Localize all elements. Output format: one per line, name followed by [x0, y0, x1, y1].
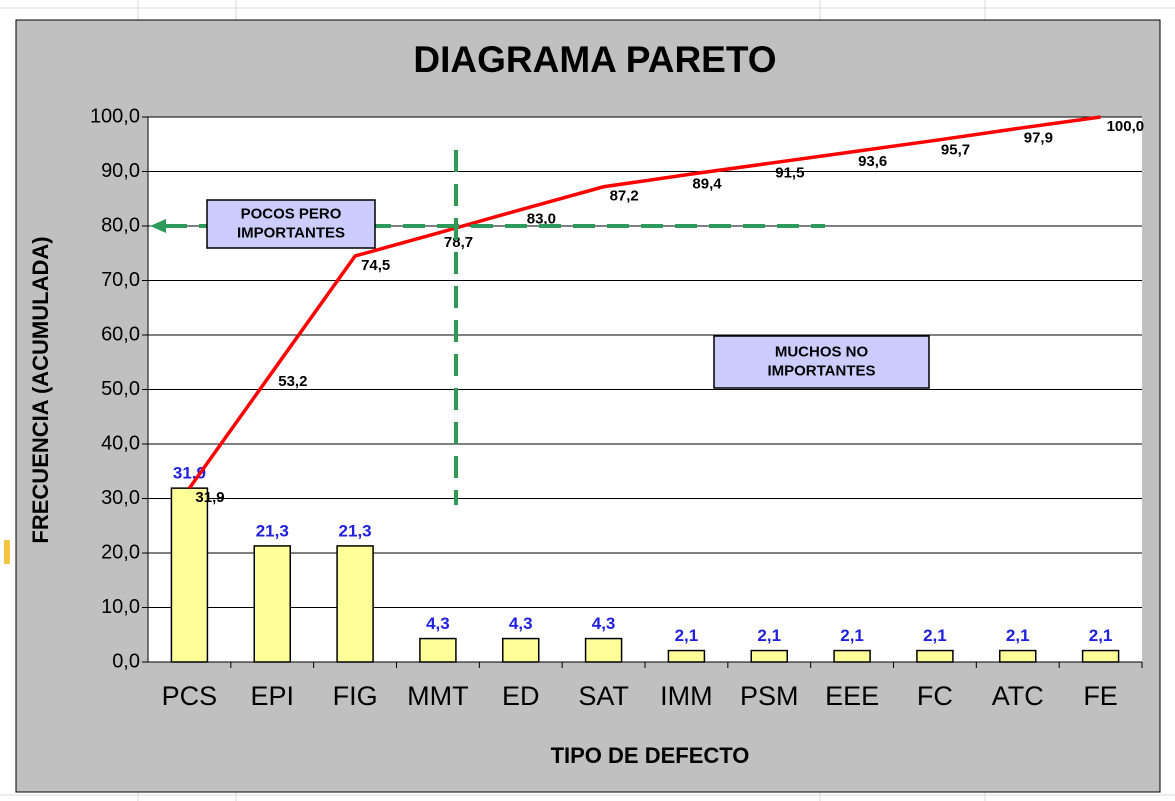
bar: [253, 545, 291, 663]
line-value-label: 87,2: [610, 188, 639, 205]
y-tick-label: 10,0: [101, 596, 140, 618]
x-tick-label: PSM: [740, 681, 799, 711]
chart-title: DIAGRAMA PARETO: [413, 39, 776, 80]
y-tick-label: 50,0: [101, 378, 140, 400]
x-axis-label: TIPO DE DEFECTO: [551, 743, 750, 768]
x-tick-label: EEE: [825, 681, 879, 711]
annotation-box: [713, 335, 930, 389]
bar-value-label: 21,3: [256, 521, 289, 540]
guide-arrow: [150, 219, 166, 233]
bar-value-label: 4,3: [426, 614, 450, 633]
bar-value-label: 2,1: [1089, 626, 1113, 645]
bar-value-label: 4,3: [592, 614, 616, 633]
x-tick-label: ED: [502, 681, 540, 711]
annotations: POCOS PERO IMPORTANTES MUCHOS NO IMPORTANTE…: [206, 199, 930, 389]
x-tick-label: EPI: [250, 681, 294, 711]
bar-value-label: 2,1: [923, 626, 947, 645]
bar: [833, 649, 871, 663]
bar: [584, 637, 623, 663]
y-axis-label: FRECUENCIA (ACUMULADA): [28, 236, 53, 543]
y-tick-label: 30,0: [101, 487, 140, 509]
x-tick-label: FC: [917, 681, 953, 711]
bar: [750, 649, 788, 663]
bar-value-label: 4,3: [509, 614, 533, 633]
annotation-text: MUCHOS NO: [775, 343, 869, 360]
y-tick-label: 90,0: [101, 160, 140, 182]
bar: [419, 637, 457, 663]
bar-value-label: 2,1: [757, 626, 781, 645]
line-value-label: 83,0: [527, 211, 556, 228]
bar: [1081, 649, 1120, 663]
x-tick-label: IMM: [660, 681, 712, 711]
x-tick-label: FE: [1083, 681, 1118, 711]
bar: [667, 649, 706, 663]
line-value-label: 74,5: [361, 257, 390, 274]
bar: [502, 637, 540, 663]
line-value-label: 95,7: [941, 141, 970, 158]
line-value-label: 97,9: [1024, 129, 1053, 146]
bar: [999, 649, 1037, 663]
y-tick-label: 100,0: [90, 105, 140, 127]
x-tick-label: SAT: [578, 681, 629, 711]
bar: [336, 545, 374, 663]
bar-value-label: 2,1: [840, 626, 864, 645]
bar-value-label: 2,1: [1006, 626, 1030, 645]
y-tick-label: 70,0: [101, 269, 140, 291]
y-tick-label: 80,0: [101, 214, 140, 236]
y-tick-label: 20,0: [101, 541, 140, 563]
annotation-text: IMPORTANTES: [767, 362, 875, 379]
line-value-label: 78,7: [444, 234, 473, 251]
bar: [170, 487, 209, 663]
cell-marker: [4, 540, 10, 564]
x-tick-label: ATC: [992, 681, 1044, 711]
annotation-text: IMPORTANTES: [237, 224, 345, 241]
bar-value-label: 21,3: [339, 521, 372, 540]
line-value-label: 100,0: [1107, 118, 1145, 135]
line-value-label: 91,5: [775, 164, 804, 181]
cumulative-line: [187, 115, 1101, 490]
line-value-label: 53,2: [278, 373, 307, 390]
line-value-label: 89,4: [692, 176, 722, 193]
y-tick-label: 40,0: [101, 432, 140, 454]
marks: 31,921,3 21,34,3 4,3 4,32,1 2,1 2,1 2,1 2,1 2,13…: [170, 115, 1145, 663]
line-value-label: 93,6: [858, 153, 887, 170]
grid: 0,0 10,0 20,0 30,0 40,0 50,0 60,0 70,0 80,0 90,0 1…: [90, 105, 1143, 711]
bar: [916, 649, 954, 663]
annotation-box: [206, 199, 376, 249]
annotation-text: POCOS PERO: [241, 205, 342, 222]
x-tick-label: MMT: [407, 681, 468, 711]
y-tick-label: 60,0: [101, 323, 140, 345]
x-tick-label: FIG: [333, 681, 378, 711]
x-tick-label: PCS: [162, 681, 218, 711]
line-value-label: 31,9: [195, 489, 224, 506]
bar-value-label: 2,1: [675, 626, 699, 645]
y-tick-label: 0,0: [112, 650, 140, 672]
